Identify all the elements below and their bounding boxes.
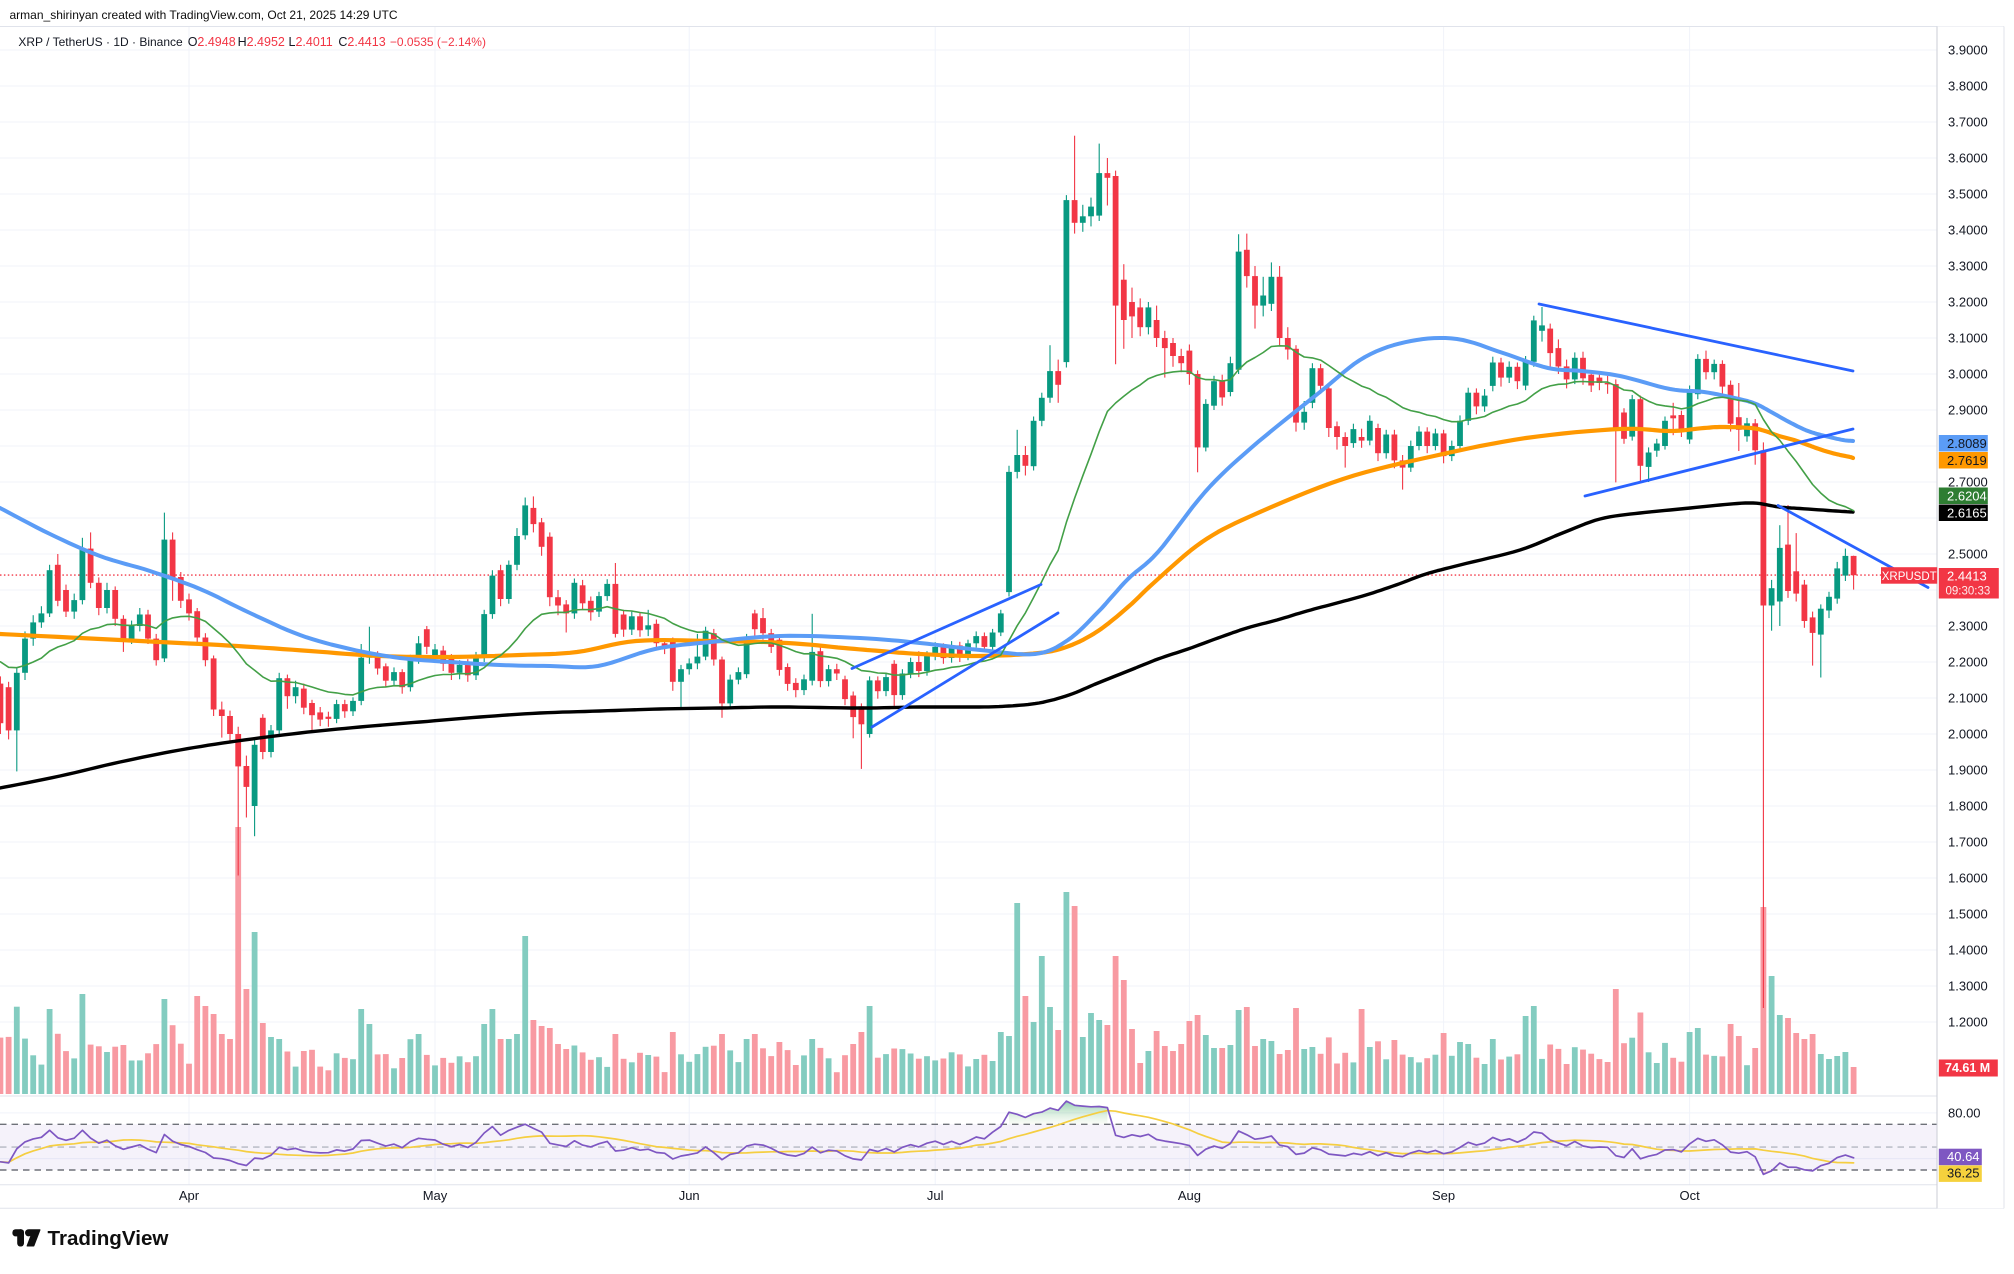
svg-text:3.8000: 3.8000 bbox=[1948, 79, 1988, 94]
svg-text:Jun: Jun bbox=[679, 1188, 700, 1203]
svg-text:74.61 M: 74.61 M bbox=[1945, 1061, 1990, 1075]
svg-text:Oct: Oct bbox=[1679, 1188, 1700, 1203]
svg-text:TradingView: TradingView bbox=[48, 1227, 170, 1250]
svg-text:3.7000: 3.7000 bbox=[1948, 115, 1988, 130]
svg-text:O2.4948: O2.4948 bbox=[188, 35, 236, 49]
svg-text:09:30:33: 09:30:33 bbox=[1946, 586, 1991, 598]
svg-text:L2.4011: L2.4011 bbox=[289, 35, 333, 49]
svg-text:80.00: 80.00 bbox=[1948, 1105, 1981, 1120]
svg-text:−0.0535 (−2.14%): −0.0535 (−2.14%) bbox=[390, 35, 486, 49]
svg-text:1.5000: 1.5000 bbox=[1948, 907, 1988, 922]
svg-text:XRPUSDT: XRPUSDT bbox=[1882, 571, 1937, 583]
svg-text:Jul: Jul bbox=[927, 1188, 944, 1203]
svg-text:1.9000: 1.9000 bbox=[1948, 763, 1988, 778]
svg-text:3.0000: 3.0000 bbox=[1948, 367, 1988, 382]
svg-text:2.6165: 2.6165 bbox=[1947, 505, 1987, 520]
svg-text:2.6204: 2.6204 bbox=[1947, 488, 1987, 503]
svg-text:2.5000: 2.5000 bbox=[1948, 547, 1988, 562]
svg-text:3.9000: 3.9000 bbox=[1948, 43, 1988, 58]
svg-text:2.8089: 2.8089 bbox=[1947, 436, 1987, 451]
svg-text:1.4000: 1.4000 bbox=[1948, 943, 1988, 958]
svg-text:Sep: Sep bbox=[1432, 1188, 1455, 1203]
svg-text:Apr: Apr bbox=[179, 1188, 200, 1203]
svg-text:3.3000: 3.3000 bbox=[1948, 259, 1988, 274]
svg-text:3.4000: 3.4000 bbox=[1948, 223, 1988, 238]
svg-text:36.25: 36.25 bbox=[1947, 1166, 1980, 1181]
svg-text:1.2000: 1.2000 bbox=[1948, 1015, 1988, 1030]
svg-text:2.4413: 2.4413 bbox=[1947, 569, 1987, 584]
svg-text:XRP / TetherUS · 1D · Binance: XRP / TetherUS · 1D · Binance bbox=[18, 35, 183, 49]
svg-text:2.1000: 2.1000 bbox=[1948, 691, 1988, 706]
svg-text:C2.4413: C2.4413 bbox=[338, 35, 385, 49]
svg-text:2.2000: 2.2000 bbox=[1948, 655, 1988, 670]
svg-text:3.6000: 3.6000 bbox=[1948, 151, 1988, 166]
svg-text:2.7619: 2.7619 bbox=[1947, 453, 1987, 468]
svg-text:3.5000: 3.5000 bbox=[1948, 187, 1988, 202]
svg-text:2.3000: 2.3000 bbox=[1948, 619, 1988, 634]
svg-text:3.1000: 3.1000 bbox=[1948, 331, 1988, 346]
svg-text:arman_shirinyan created with T: arman_shirinyan created with TradingView… bbox=[10, 8, 398, 22]
svg-text:40.64: 40.64 bbox=[1947, 1149, 1980, 1164]
svg-text:H2.4952: H2.4952 bbox=[238, 35, 285, 49]
svg-text:1.8000: 1.8000 bbox=[1948, 799, 1988, 814]
svg-text:May: May bbox=[423, 1188, 448, 1203]
svg-text:1.3000: 1.3000 bbox=[1948, 979, 1988, 994]
svg-text:1.7000: 1.7000 bbox=[1948, 835, 1988, 850]
svg-text:2.9000: 2.9000 bbox=[1948, 403, 1988, 418]
svg-text:3.2000: 3.2000 bbox=[1948, 295, 1988, 310]
svg-text:Aug: Aug bbox=[1178, 1188, 1201, 1203]
svg-text:1.6000: 1.6000 bbox=[1948, 871, 1988, 886]
svg-text:2.0000: 2.0000 bbox=[1948, 727, 1988, 742]
svg-text:2.7000: 2.7000 bbox=[1948, 475, 1988, 490]
